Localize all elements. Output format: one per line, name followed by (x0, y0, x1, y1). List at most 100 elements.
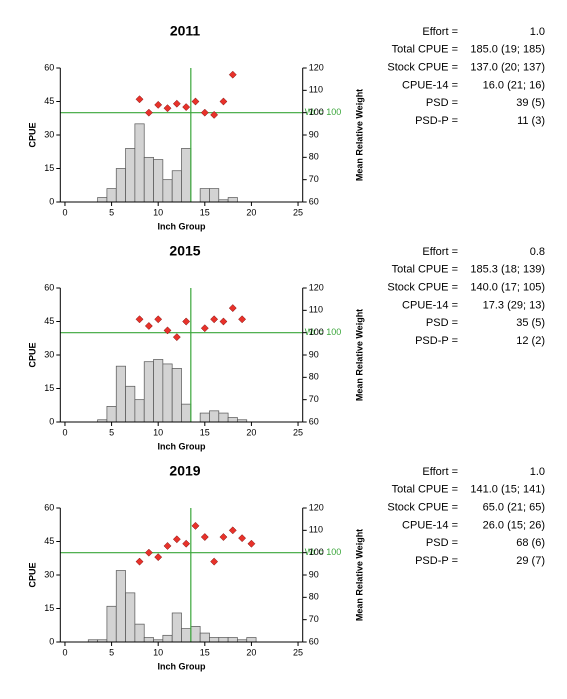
point (191, 521, 200, 530)
bar (106, 406, 117, 423)
stat-label: PSD = (426, 97, 458, 109)
y-tick-label: 0 (49, 416, 54, 426)
bar (153, 359, 164, 423)
point (228, 70, 237, 79)
stat-value: 141.0 (15; 141) (470, 484, 545, 496)
point (210, 315, 219, 324)
y2-tick-label: 80 (309, 152, 319, 162)
stat-label: Total CPUE = (392, 484, 458, 496)
y2-tick-label: 120 (309, 62, 324, 72)
stat-label: Stock CPUE = (387, 282, 458, 294)
stat-label: CPUE-14 = (402, 519, 458, 531)
point (144, 322, 153, 330)
y2-axis-label: Mean Relative Weight (354, 529, 364, 621)
point (172, 99, 181, 108)
bar (134, 123, 145, 203)
bar (115, 168, 126, 203)
point (219, 533, 228, 541)
y2-tick-label: 110 (309, 305, 323, 315)
stat-value: 35 (5) (516, 317, 545, 329)
stat-value: 16.0 (21; 16) (483, 79, 545, 91)
stat-value: 1.0 (530, 466, 545, 478)
bar (143, 156, 154, 203)
y-tick-label: 30 (44, 349, 54, 359)
point (210, 557, 219, 566)
y2-tick-label: 100 (309, 107, 324, 117)
point (163, 326, 172, 335)
stat-label: PSD = (426, 317, 458, 329)
y2-tick-label: 70 (309, 394, 319, 404)
bar (199, 632, 210, 643)
stat-label: PSD = (426, 537, 458, 549)
bar (171, 612, 182, 643)
point (210, 110, 219, 119)
y2-tick-label: 80 (309, 592, 319, 602)
stat-value: 0.8 (530, 246, 545, 258)
stat-value: 1.0 (530, 26, 545, 38)
y2-tick-label: 120 (309, 282, 324, 292)
stat-value: 140.0 (17; 105) (470, 282, 545, 294)
x-tick-label: 20 (246, 647, 256, 657)
y2-tick-label: 100 (309, 547, 324, 557)
x-tick-label: 5 (109, 207, 114, 217)
point (238, 315, 247, 324)
bar (218, 637, 229, 643)
stat-value: 17.3 (29; 13) (483, 299, 545, 311)
point (219, 97, 228, 106)
x-tick-label: 15 (200, 427, 210, 437)
stat-value: 185.0 (19; 185) (470, 44, 545, 56)
point (200, 324, 209, 333)
bar (162, 179, 173, 203)
x-tick-label: 20 (246, 427, 256, 437)
stat-value: 65.0 (21; 65) (483, 502, 545, 514)
stat-label: Total CPUE = (392, 44, 458, 56)
point (154, 553, 163, 562)
bar (227, 637, 238, 643)
stat-label: CPUE-14 = (402, 299, 458, 311)
reference-label: Wr = 100 (305, 327, 342, 337)
y2-tick-label: 100 (309, 327, 324, 337)
y-tick-label: 45 (44, 316, 54, 326)
stat-label: PSD-P = (415, 555, 458, 567)
point (172, 535, 181, 544)
x-tick-label: 25 (293, 647, 303, 657)
x-tick-label: 0 (62, 207, 67, 217)
bar (162, 634, 173, 643)
bar (171, 170, 182, 203)
y2-tick-label: 60 (309, 416, 319, 426)
point (182, 103, 191, 112)
y2-tick-label: 110 (309, 525, 323, 535)
x-tick-label: 5 (109, 427, 114, 437)
x-tick-label: 25 (293, 427, 303, 437)
stat-label: PSD-P = (415, 115, 458, 127)
stat-value: 39 (5) (516, 97, 545, 109)
bar (153, 159, 164, 203)
bar (199, 188, 210, 203)
x-axis-label: Inch Group (158, 441, 206, 451)
stat-label: Stock CPUE = (387, 62, 458, 74)
bar (181, 403, 192, 423)
y2-tick-label: 90 (309, 569, 319, 579)
y-tick-label: 30 (44, 129, 54, 139)
point (219, 317, 228, 326)
x-tick-label: 10 (153, 207, 163, 217)
point (144, 108, 153, 117)
x-tick-label: 15 (200, 647, 210, 657)
reference-label: Wr = 100 (305, 547, 342, 557)
point (228, 304, 237, 313)
y-tick-label: 60 (44, 502, 54, 512)
stat-label: Effort = (422, 246, 458, 258)
y-axis-label: CPUE (27, 562, 37, 587)
bar (162, 363, 173, 423)
stat-value: 12 (2) (516, 335, 545, 347)
stat-label: Effort = (422, 26, 458, 38)
y2-axis-label: Mean Relative Weight (354, 309, 364, 401)
stat-value: 68 (6) (516, 537, 545, 549)
x-axis-label: Inch Group (158, 661, 206, 671)
x-tick-label: 5 (109, 647, 114, 657)
y2-tick-label: 90 (309, 129, 319, 139)
y-tick-label: 15 (44, 603, 54, 613)
point (163, 104, 172, 113)
point (191, 97, 200, 106)
